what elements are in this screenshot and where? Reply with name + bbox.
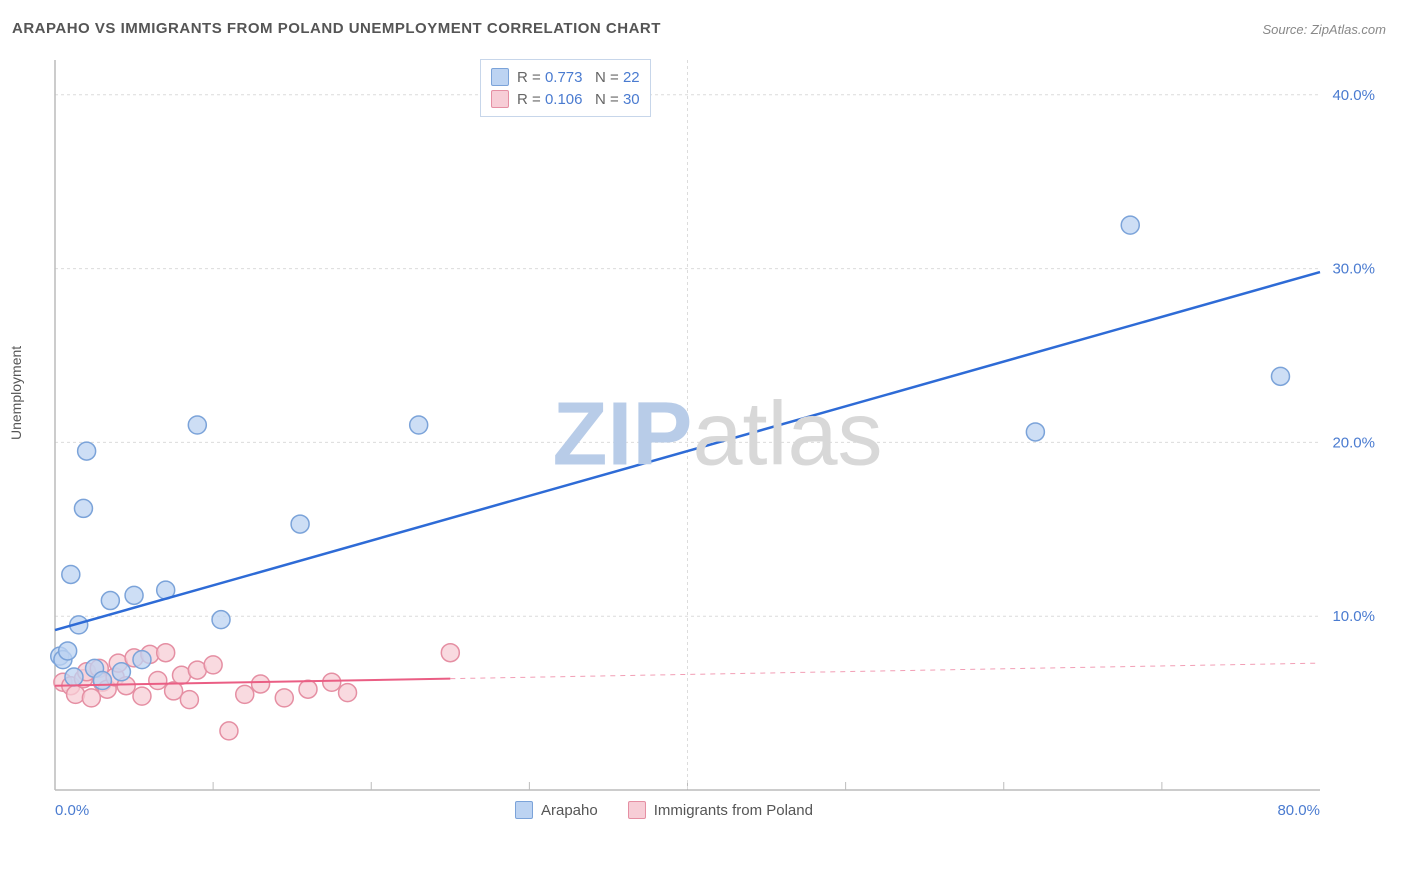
scatter-chart-svg: 10.0% 20.0% 30.0% 40.0% 0.0% 80.0% — [50, 55, 1385, 825]
legend-row: R = 0.106 N = 30 — [491, 88, 640, 110]
series-legend-label: Immigrants from Poland — [654, 802, 813, 819]
y-axis-label: Unemployment — [8, 346, 24, 440]
svg-text:20.0%: 20.0% — [1332, 434, 1375, 451]
series-legend-item: Arapaho — [515, 801, 598, 819]
svg-text:80.0%: 80.0% — [1277, 802, 1320, 819]
svg-text:40.0%: 40.0% — [1332, 87, 1375, 104]
legend-text: R = 0.106 N = 30 — [517, 91, 640, 108]
legend-text: R = 0.773 N = 22 — [517, 69, 640, 86]
legend-swatch — [491, 90, 509, 108]
chart-title: ARAPAHO VS IMMIGRANTS FROM POLAND UNEMPL… — [12, 20, 661, 37]
legend-swatch — [628, 801, 646, 819]
series-legend-item: Immigrants from Poland — [628, 801, 813, 819]
svg-text:10.0%: 10.0% — [1332, 608, 1375, 625]
svg-text:0.0%: 0.0% — [55, 802, 89, 819]
correlation-legend: R = 0.773 N = 22 R = 0.106 N = 30 — [480, 59, 651, 117]
series-legend: Arapaho Immigrants from Poland — [515, 801, 813, 819]
legend-swatch — [515, 801, 533, 819]
svg-text:30.0%: 30.0% — [1332, 261, 1375, 278]
legend-swatch — [491, 68, 509, 86]
source-prefix: Source: — [1262, 22, 1310, 37]
series-legend-label: Arapaho — [541, 802, 598, 819]
source-attribution: Source: ZipAtlas.com — [1262, 22, 1386, 37]
chart-area: 10.0%20.0%30.0%40.0%0.0%80.0% ZIPatlas R… — [50, 55, 1385, 825]
legend-row: R = 0.773 N = 22 — [491, 66, 640, 88]
source-name: ZipAtlas.com — [1311, 22, 1386, 37]
